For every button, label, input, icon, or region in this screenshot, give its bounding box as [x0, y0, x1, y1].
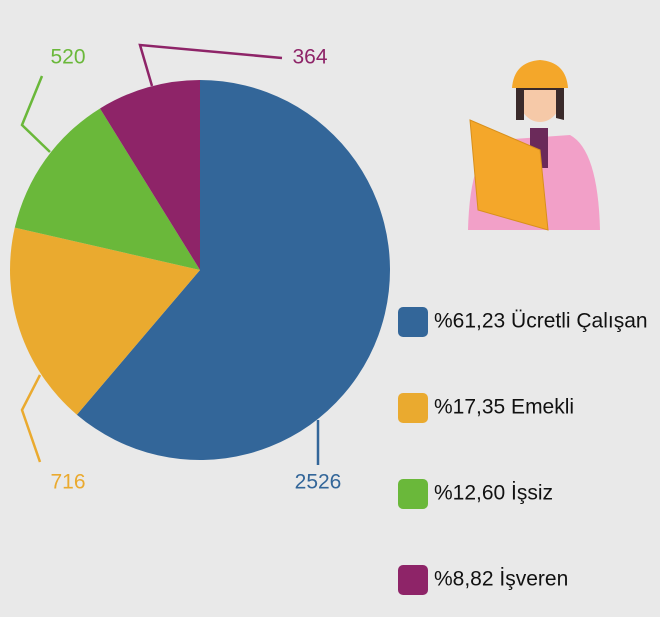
pie-slice — [14, 108, 200, 270]
hard-hat — [512, 60, 568, 88]
legend-label: %17,35 Emekli — [434, 396, 574, 419]
legend-label: %12,60 İşsiz — [434, 482, 553, 505]
pie-slice — [10, 227, 201, 415]
data-label: 520 — [50, 46, 85, 69]
data-label: 716 — [50, 471, 85, 494]
leader-lines — [20, 43, 320, 465]
leader-line — [20, 374, 42, 463]
pie-slice — [76, 80, 390, 460]
leader-line — [138, 43, 283, 87]
legend-swatch — [398, 307, 428, 337]
data-label: 2526 — [295, 471, 342, 494]
illustration — [468, 60, 600, 231]
leader-line — [20, 75, 51, 153]
legend-label: %61,23 Ücretli Çalışan — [434, 310, 648, 333]
blueprint — [469, 119, 549, 231]
legend-swatch — [398, 393, 428, 423]
data-label: 364 — [292, 46, 327, 69]
legend-swatch — [398, 565, 428, 595]
legend-swatch — [398, 479, 428, 509]
pie-slice — [99, 80, 200, 270]
legend-label: %8,82 İşveren — [434, 568, 568, 591]
